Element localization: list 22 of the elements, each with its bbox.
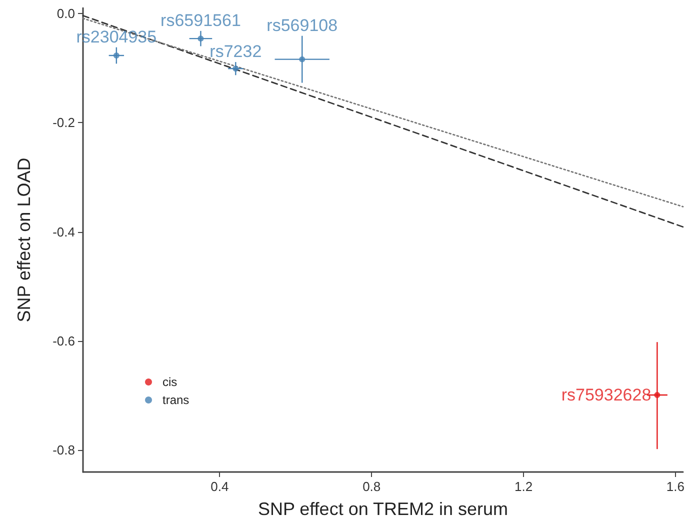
annotation: rs7232 <box>210 42 262 62</box>
y-axis-title: SNP effect on LOAD <box>14 158 34 322</box>
y-tick-label: -0.4 <box>52 224 75 240</box>
annotation: rs6591561 <box>160 10 241 30</box>
point <box>232 66 239 72</box>
legend-label: cis <box>162 375 178 389</box>
x-tick-label: 1.2 <box>514 479 533 494</box>
x-tick-label: 0.8 <box>362 479 381 494</box>
y-tick-label: 0.0 <box>56 6 75 21</box>
x-axis-title: SNP effect on TREM2 in serum <box>258 499 508 519</box>
y-tick-label: -0.2 <box>52 115 75 130</box>
point <box>113 52 120 58</box>
point <box>654 392 660 398</box>
y-tick-label: -0.8 <box>52 442 75 458</box>
point <box>198 36 204 42</box>
annotation: rs569108 <box>266 16 338 35</box>
x-tick-label: 1.6 <box>666 479 684 494</box>
y-tick-label: -0.6 <box>52 333 75 348</box>
point <box>299 56 306 62</box>
x-tick-label: 0.4 <box>210 479 229 494</box>
legend-label: trans <box>162 393 190 407</box>
annotation: rs75932628 <box>561 386 652 405</box>
